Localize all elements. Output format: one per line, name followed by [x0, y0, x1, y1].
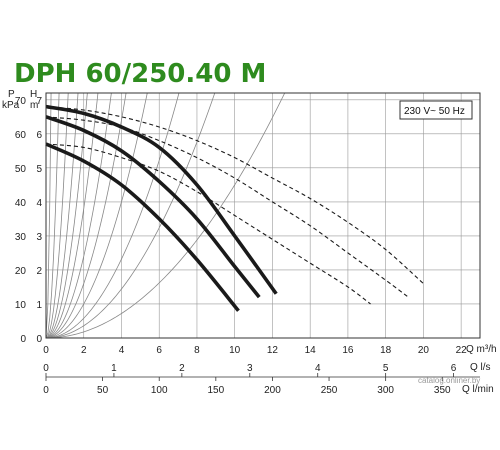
system-curve-9: [45, 92, 180, 339]
x-lmin-tick-label: 50: [97, 385, 109, 396]
system-curve-1: [45, 92, 60, 339]
y-outer-tick-label: 20: [15, 266, 27, 277]
x-lmin-tick-label: 0: [43, 385, 49, 396]
system-curve-5: [45, 92, 99, 339]
watermark: catalog.onliner.by: [418, 376, 480, 385]
x-main-tick-label: 16: [342, 345, 354, 356]
y-inner-tick-label: 0: [36, 334, 42, 345]
y-inner-label-bottom: m: [30, 100, 38, 111]
x-ls-tick-label: 6: [451, 363, 457, 374]
x-ls-axis-label: Q l/s: [470, 362, 491, 373]
x-ls-tick-label: 0: [43, 363, 49, 374]
x-main-tick-label: 10: [229, 345, 241, 356]
y-inner-tick-label: 5: [36, 164, 42, 175]
x-main-tick-label: 8: [194, 345, 200, 356]
x-main-axis-label: Q m³/h: [466, 344, 497, 355]
y-outer-ticks: 0 10 20 30 40 50 60 70: [15, 96, 27, 345]
grid: [46, 93, 480, 338]
x-lmin-tick-label: 150: [207, 385, 224, 396]
x-ls-ticks: 0 1 2 3 4 5 6: [43, 363, 480, 378]
voltage-annotation: 230 V~ 50 Hz: [404, 106, 465, 117]
y-inner-label-top: H: [30, 89, 37, 100]
y-inner-tick-label: 3: [36, 232, 42, 243]
x-ls-tick-label: 2: [179, 363, 185, 374]
y-outer-tick-label: 60: [15, 130, 27, 141]
y-outer-tick-label: 50: [15, 164, 27, 175]
x-main-tick-label: 6: [156, 345, 162, 356]
solid-curve-1: [45, 115, 261, 299]
annotation-box: 230 V~ 50 Hz: [399, 100, 473, 120]
y-outer-tick-label: 0: [20, 334, 26, 345]
x-lmin-tick-label: 100: [151, 385, 168, 396]
x-main-tick-label: 18: [380, 345, 392, 356]
pump-curves: [45, 104, 424, 312]
solid-curve-2: [45, 142, 240, 312]
x-lmin-axis-label: Q l/min: [462, 384, 494, 395]
y-outer-label-top: P: [8, 89, 15, 100]
dashed-curve-4: [45, 116, 409, 298]
system-curve-4: [45, 92, 88, 339]
x-main-tick-label: 20: [418, 345, 430, 356]
y-outer-tick-label: 30: [15, 232, 27, 243]
y-inner-tick-label: 6: [36, 130, 42, 141]
y-inner-ticks: 0 1 2 3 4 5 6 7: [36, 96, 42, 345]
chart-title: DPH 60/250.40 M: [14, 59, 266, 89]
solid-curve-0: [45, 104, 278, 295]
system-curve-11: [45, 92, 286, 339]
x-ls-tick-label: 4: [315, 363, 321, 374]
dashed-curve-3: [45, 106, 424, 284]
dashed-curve-5: [45, 143, 371, 305]
x-lmin-tick-label: 350: [434, 385, 451, 396]
y-inner-tick-label: 1: [36, 300, 42, 311]
x-main-tick-label: 22: [456, 345, 468, 356]
x-ls-tick-label: 1: [111, 363, 117, 374]
y-outer-label-bottom: kPa: [2, 100, 20, 111]
system-curve-8: [45, 92, 148, 339]
x-main-tick-label: 0: [43, 345, 49, 356]
system-curve-7: [45, 92, 127, 339]
plot-frame: [45, 92, 481, 339]
system-curves: [45, 92, 286, 339]
y-inner-tick-label: 2: [36, 266, 42, 277]
y-outer-tick-label: 70: [15, 96, 27, 107]
system-curve-3: [45, 92, 79, 339]
x-ls-tick-label: 5: [383, 363, 389, 374]
x-main-ticks: 0 2 4 6 8 10 12 14 16 18 20 22: [43, 345, 467, 356]
x-lmin-tick-label: 200: [264, 385, 281, 396]
y-outer-tick-label: 10: [15, 300, 27, 311]
y-outer-tick-label: 40: [15, 198, 27, 209]
x-main-tick-label: 2: [81, 345, 87, 356]
x-main-tick-label: 4: [119, 345, 125, 356]
y-inner-tick-label: 7: [36, 96, 42, 107]
x-ls-tick-label: 3: [247, 363, 253, 374]
x-lmin-tick-label: 300: [377, 385, 394, 396]
x-main-tick-label: 12: [267, 345, 279, 356]
y-inner-tick-label: 4: [36, 198, 42, 209]
x-lmin-ticks: 0 50 100 150 200 250 300 350: [43, 377, 451, 396]
system-curve-6: [45, 92, 112, 339]
x-main-tick-label: 14: [305, 345, 317, 356]
x-lmin-tick-label: 250: [321, 385, 338, 396]
system-curve-10: [45, 92, 216, 339]
system-curve-0: [45, 92, 52, 339]
system-curve-2: [45, 92, 69, 339]
